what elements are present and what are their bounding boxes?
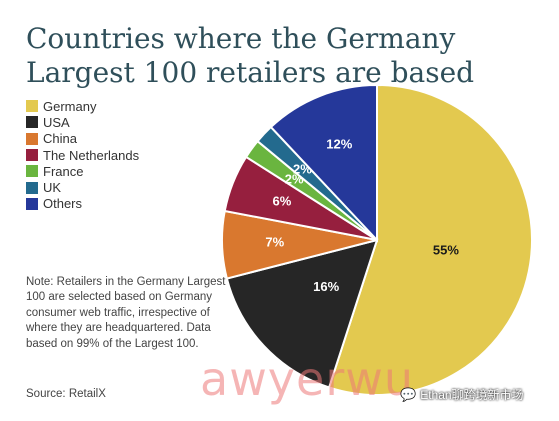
slice-value-label: 12% <box>326 136 352 151</box>
legend-swatch <box>26 132 38 145</box>
legend-item: Germany <box>26 98 139 114</box>
wechat-badge: 💬 Ethan聊跨境新市场 <box>400 386 524 403</box>
legend-label: UK <box>43 180 62 196</box>
legend-label: The Netherlands <box>43 147 140 163</box>
legend: Germany USA China The Netherlands France UK Ot… <box>26 98 139 212</box>
legend-item: China <box>26 131 139 147</box>
legend-label: China <box>43 131 77 147</box>
wechat-account-name: Ethan聊跨境新市场 <box>420 388 524 402</box>
pie-slice-others <box>269 83 378 243</box>
chart-title: Countries where the Germany Largest 100 … <box>26 22 475 89</box>
legend-item: The Netherlands <box>26 147 139 163</box>
legend-swatch <box>26 181 38 194</box>
pie-slice-germany <box>327 83 533 396</box>
slice-value-label: 16% <box>313 279 339 294</box>
chart-note: Note: Retailers in the Germany Largest 1… <box>26 276 226 350</box>
legend-label: France <box>43 163 84 179</box>
pie-slice-usa <box>225 238 379 389</box>
slice-value-label: 6% <box>273 194 292 209</box>
legend-swatch <box>26 149 38 162</box>
legend-item: Others <box>26 196 139 212</box>
legend-label: Others <box>43 196 83 212</box>
watermark: awyerwu <box>200 352 415 406</box>
legend-swatch <box>26 100 38 113</box>
slice-value-label: 7% <box>265 235 284 250</box>
legend-label: USA <box>43 114 70 130</box>
slice-value-label: 55% <box>433 242 459 257</box>
legend-label: Germany <box>43 98 97 114</box>
legend-item: USA <box>26 114 139 130</box>
legend-item: UK <box>26 179 139 195</box>
legend-swatch <box>26 197 38 210</box>
chart-source: Source: RetailX <box>26 388 106 400</box>
legend-swatch <box>26 165 38 178</box>
wechat-icon: 💬 <box>400 386 417 402</box>
legend-item: France <box>26 163 139 179</box>
legend-swatch <box>26 116 38 129</box>
